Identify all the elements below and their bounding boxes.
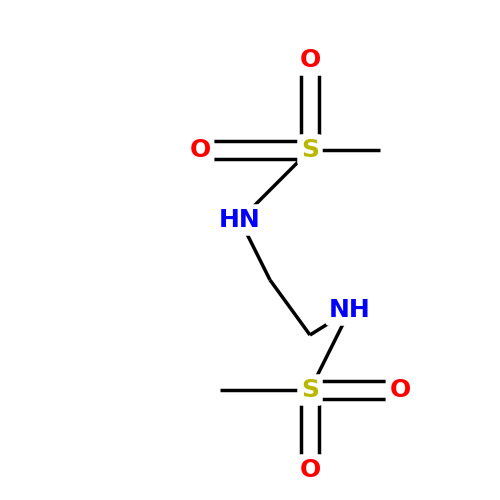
Text: O: O: [390, 378, 410, 402]
Text: O: O: [300, 48, 320, 72]
Text: NH: NH: [329, 298, 371, 322]
Text: S: S: [301, 138, 319, 162]
Text: O: O: [300, 458, 320, 482]
Text: O: O: [190, 138, 210, 162]
Text: HN: HN: [219, 208, 261, 232]
Text: S: S: [301, 378, 319, 402]
